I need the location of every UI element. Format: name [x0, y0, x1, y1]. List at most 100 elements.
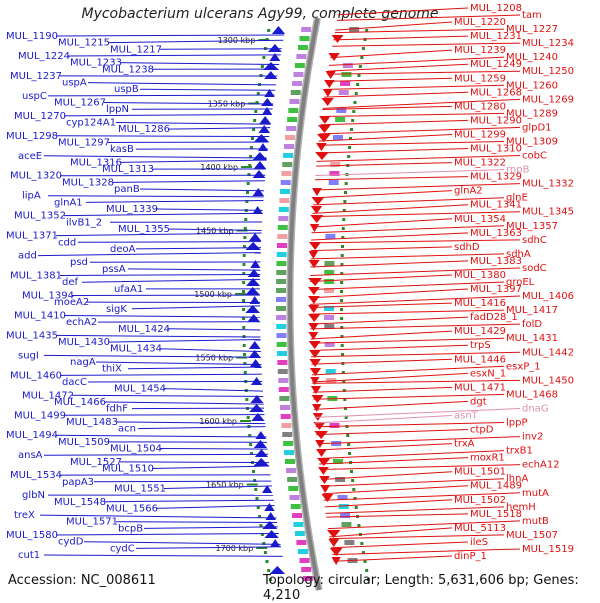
gc-dot [267, 29, 270, 32]
gene-label-left: MUL_1510 [102, 464, 154, 475]
feature-box [329, 423, 339, 428]
gene-label-right: trpS [470, 340, 491, 351]
gc-dot [257, 92, 260, 95]
gc-dot [340, 317, 343, 320]
label-connector-left [44, 555, 283, 556]
gene-label-left: MUL_1580 [6, 530, 58, 541]
gc-dot [254, 488, 257, 491]
label-connector-left [120, 462, 269, 463]
label-connector-left [140, 189, 264, 191]
feature-box [278, 225, 288, 230]
feature-box [286, 468, 296, 473]
label-connector-left [88, 381, 262, 382]
feature-arrow-right [312, 188, 322, 196]
feature-box [340, 81, 350, 86]
label-connector-left [48, 95, 274, 96]
gene-label-left: MUL_1371 [6, 231, 58, 242]
feature-arrow-right [325, 71, 335, 79]
label-connector-left [60, 374, 262, 375]
gc-dot [266, 560, 269, 563]
gene-label-left: MUL_1313 [102, 164, 154, 175]
feature-arrow-left [259, 116, 271, 124]
gc-dot [356, 83, 359, 86]
feature-arrow-left [262, 107, 273, 115]
gc-dot [245, 398, 248, 401]
gc-dot [343, 200, 346, 203]
feature-box [279, 207, 289, 212]
gc-dot [242, 326, 245, 329]
gc-dot [360, 542, 363, 545]
gc-dot [357, 74, 360, 77]
feature-box [300, 558, 310, 563]
feature-box [341, 522, 351, 527]
gene-label-left: glnA1 [54, 197, 83, 208]
feature-box [289, 495, 299, 500]
label-connector-left [128, 269, 260, 270]
gc-dot [262, 56, 265, 59]
gc-dot [243, 254, 246, 257]
label-connector-right [312, 219, 452, 227]
gc-dot [242, 308, 245, 311]
gc-dot [252, 128, 255, 131]
gene-label-right: mutA [522, 488, 549, 499]
gc-dot [243, 353, 246, 356]
gc-dot [352, 488, 355, 491]
gene-label-right: dgt [470, 396, 487, 407]
gc-dot [357, 524, 360, 527]
gene-label-right: MUL_1234 [522, 38, 574, 49]
feature-box [287, 477, 297, 482]
gene-label-left: MUL_1454 [114, 384, 166, 395]
feature-box [295, 531, 305, 536]
gc-dot [242, 263, 245, 266]
gene-label-right: moxR1 [470, 453, 505, 464]
label-connector-left [86, 201, 263, 203]
label-connector-right [332, 549, 520, 555]
gene-label-right: MUL_1299 [454, 129, 506, 140]
gene-label-left: MUL_1509 [58, 437, 110, 448]
label-connector-left [64, 415, 265, 416]
feature-arrow-left [253, 458, 269, 466]
gene-label-right: MUL_1489 [470, 481, 522, 492]
feature-arrow-right [318, 467, 329, 475]
gc-dot [264, 551, 267, 554]
gene-label-left: MUL_1270 [14, 111, 66, 122]
feature-box [276, 315, 286, 320]
feature-arrow-left [254, 440, 267, 448]
gene-label-left: MUL_1238 [102, 64, 154, 75]
gene-label-right: ileS [470, 537, 488, 548]
feature-arrow-right [308, 314, 320, 322]
gc-dot [364, 560, 367, 563]
gene-label-right: MUL_1239 [454, 45, 506, 56]
label-connector-right [314, 401, 468, 409]
feature-arrow-right [319, 116, 330, 124]
scale-label: 1400 kbp [200, 163, 238, 172]
gene-label-left: MUL_1224 [18, 51, 70, 62]
accession-text: Accession: NC_008611 [8, 573, 156, 588]
label-connector-right [311, 359, 452, 364]
gene-label-left: cydC [110, 543, 135, 554]
gene-label-left: nagA [70, 357, 96, 368]
gene-label-right: sdhC [522, 235, 547, 246]
feature-box [282, 162, 292, 167]
feature-arrow-right [308, 305, 319, 313]
label-connector-right [313, 205, 468, 214]
feature-arrow-left [249, 233, 261, 241]
label-connector-left [156, 505, 275, 508]
gene-label-right: MUL_1397 [470, 284, 522, 295]
gc-dot [255, 497, 258, 500]
feature-arrow-left [245, 287, 260, 295]
label-connector-right [329, 528, 452, 537]
feature-box [293, 72, 303, 77]
gene-label-right: MUL_1259 [454, 73, 506, 84]
gene-label-left: MUL_1339 [106, 204, 158, 215]
gene-label-left: MUL_1548 [54, 497, 106, 508]
gc-dot [340, 290, 343, 293]
gene-label-right: MUL_1280 [454, 101, 506, 112]
feature-box [278, 378, 288, 383]
feature-box [282, 432, 292, 437]
label-connector-left [60, 274, 260, 275]
feature-box [288, 486, 298, 491]
feature-box [276, 288, 286, 293]
gene-label-right: asnT [454, 410, 479, 421]
